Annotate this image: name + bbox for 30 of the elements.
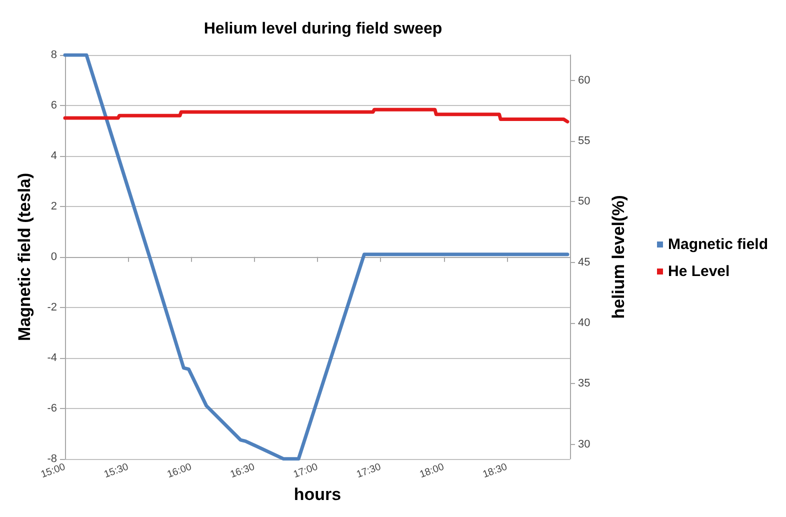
y2-tick-label: 45	[578, 256, 590, 268]
y-tick-label: 2	[50, 200, 57, 212]
x-tick-label: 16:30	[228, 462, 257, 481]
x-tick-label: 18:00	[418, 462, 446, 481]
legend-label: Magnetic field	[668, 236, 768, 253]
x-tick-label: 17:00	[292, 462, 320, 481]
y-tick-label: 4	[50, 150, 57, 162]
chart-title: Helium level during field sweep	[204, 20, 442, 38]
x-tick-label: 15:30	[102, 462, 130, 481]
y2-tick-label: 55	[578, 135, 590, 148]
y2-tick-label: 35	[578, 378, 590, 390]
y-tick-label: 6	[50, 99, 57, 112]
y2-tick-label: 30	[578, 438, 590, 450]
line-series	[63, 53, 570, 461]
y2-tick-label: 50	[578, 196, 590, 208]
x-tick-label: 17:30	[355, 462, 383, 481]
y2-axis-title: helium level(%)	[609, 195, 628, 319]
y-tick-label: -6	[47, 402, 57, 414]
y2-tick-label: 40	[578, 317, 590, 329]
y-tick-label: 8	[50, 49, 57, 61]
x-tick-label: 18:30	[481, 462, 510, 481]
x-tick-label: 16:00	[166, 462, 194, 481]
x-axis-title: hours	[294, 485, 342, 504]
y-tick-label: 0	[50, 250, 57, 263]
y-tick-label: -2	[47, 301, 57, 314]
y-tick-label: -4	[47, 352, 57, 364]
y-axis-title: Magnetic field (tesla)	[15, 172, 34, 341]
y2-tick-label: 60	[578, 74, 590, 86]
line-series	[63, 108, 570, 124]
legend-label: He Level	[668, 263, 730, 280]
